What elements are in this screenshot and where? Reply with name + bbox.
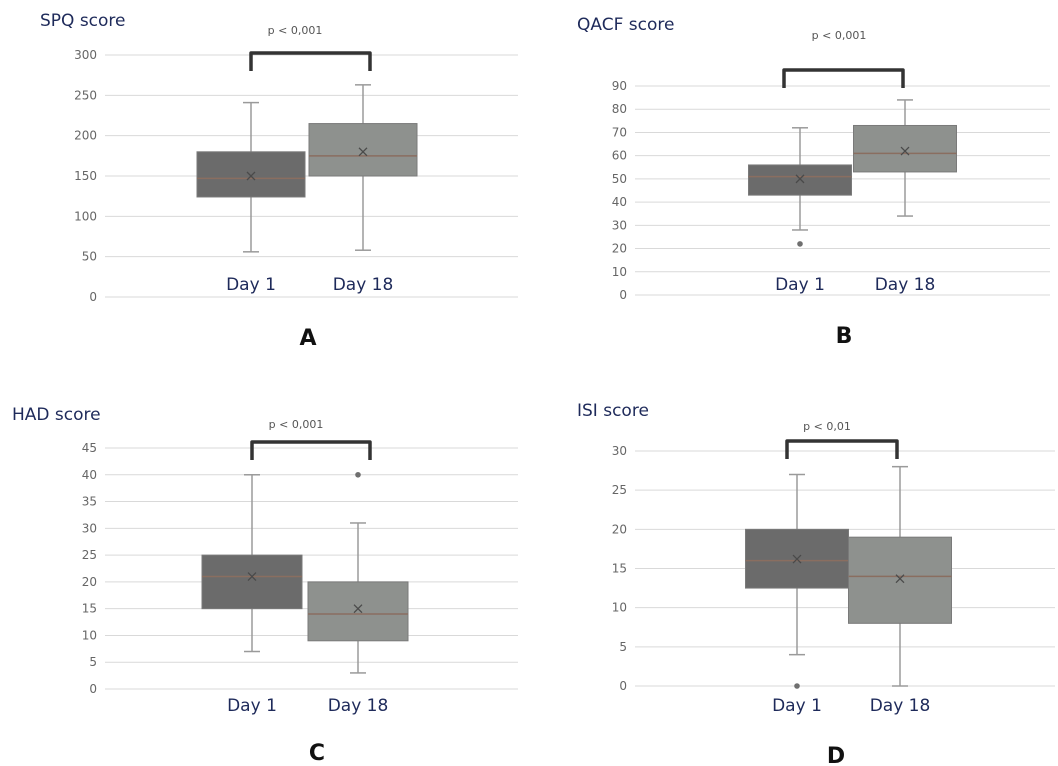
significance-bracket: [782, 68, 905, 88]
y-axis-title: SPQ score: [40, 11, 126, 31]
y-tick-label: 10: [82, 628, 97, 642]
y-axis-title: HAD score: [12, 405, 101, 425]
y-tick-label: 100: [74, 209, 97, 223]
box-day18: [848, 465, 952, 687]
x-category-label: Day 18: [875, 275, 936, 295]
box-day1: [748, 127, 852, 247]
y-tick-label: 0: [619, 679, 627, 693]
y-tick-label: 60: [612, 149, 627, 163]
panel-b: QACF score 0 10 20 30 40 50 60 70 80 90 Day 1 Day 18…: [577, 15, 1050, 349]
x-category-label: Day 1: [775, 275, 825, 295]
box-day1: [201, 474, 303, 653]
outlier-point: [797, 241, 803, 247]
mean-marker: [792, 554, 802, 564]
iqr-box: [853, 124, 957, 173]
y-tick-label: 20: [612, 522, 627, 536]
y-tick-label: 300: [74, 48, 97, 62]
outlier-point: [355, 471, 361, 478]
significance-bracket: [250, 440, 372, 460]
y-tick-label: 0: [619, 288, 627, 302]
y-tick-label: 40: [82, 468, 97, 482]
y-tick-label: 250: [74, 88, 97, 102]
y-tick-label: 10: [612, 265, 627, 279]
x-category-label: Day 1: [772, 696, 822, 716]
y-tick-label: 15: [612, 562, 627, 576]
y-tick-label: 5: [619, 640, 627, 654]
y-tick-label: 45: [82, 441, 97, 455]
box-day18: [853, 99, 957, 217]
panel-letter: A: [299, 326, 316, 351]
x-category-label: Day 1: [226, 275, 276, 295]
y-tick-label: 90: [612, 79, 627, 93]
x-category-label: Day 1: [227, 696, 277, 716]
mean-marker: [246, 171, 256, 181]
y-tick-label: 70: [612, 125, 627, 139]
mean-marker: [900, 146, 910, 156]
panel-d: ISI score 0 5 10 15 20 25 30 Day 1 Day 18 p < 0,01…: [577, 401, 1055, 766]
iqr-box: [201, 554, 303, 610]
panel-letter: C: [309, 741, 325, 766]
y-tick-label: 35: [82, 495, 97, 509]
outlier-point: [794, 683, 800, 689]
y-tick-label: 20: [82, 575, 97, 589]
y-tick-label: 50: [82, 250, 97, 264]
p-value-label: p < 0,001: [268, 24, 323, 37]
y-tick-label: 150: [74, 169, 97, 183]
mean-marker: [358, 147, 368, 157]
iqr-box: [748, 164, 852, 196]
y-tick-label: 0: [89, 290, 97, 304]
x-category-label: Day 18: [870, 696, 931, 716]
box-day18: [307, 471, 409, 674]
mean-marker: [353, 604, 363, 614]
mean-marker: [247, 572, 257, 581]
panel-letter: D: [827, 744, 845, 766]
y-tick-label: 20: [612, 242, 627, 256]
y-tick-label: 5: [89, 655, 97, 669]
p-value-label: p < 0,01: [803, 420, 851, 433]
y-axis-title: ISI score: [577, 401, 649, 421]
iqr-box: [307, 581, 409, 642]
box-day18: [308, 84, 418, 251]
mean-marker: [895, 574, 905, 584]
y-axis-title: QACF score: [577, 15, 674, 35]
y-tick-label: 30: [612, 218, 627, 232]
panel-c: HAD score 0 5 10 15 20 25 30 35 40 45 Day 1 Day 18 p …: [12, 405, 518, 766]
iqr-box: [308, 123, 418, 177]
y-tick-label: 15: [82, 602, 97, 616]
y-tick-label: 30: [612, 444, 627, 458]
mean-marker: [795, 174, 805, 184]
y-tick-label: 10: [612, 601, 627, 615]
panel-a: SPQ score 0 50 100 150 200 250 300 Day 1 Day 18 p …: [40, 11, 518, 351]
y-tick-label: 200: [74, 129, 97, 143]
y-tick-label: 25: [612, 483, 627, 497]
iqr-box: [848, 536, 952, 624]
box-day1: [196, 101, 306, 253]
y-tick-label: 50: [612, 172, 627, 186]
p-value-label: p < 0,001: [812, 29, 867, 42]
panel-letter: B: [836, 324, 853, 349]
y-tick-label: 30: [82, 521, 97, 535]
y-tick-label: 40: [612, 195, 627, 209]
y-tick-label: 25: [82, 548, 97, 562]
iqr-box: [196, 151, 306, 198]
significance-bracket: [249, 51, 372, 71]
box-day1: [745, 473, 849, 689]
significance-bracket: [785, 439, 899, 459]
p-value-label: p < 0,001: [269, 418, 324, 431]
x-category-label: Day 18: [333, 275, 394, 295]
x-category-label: Day 18: [328, 696, 389, 716]
y-tick-label: 80: [612, 102, 627, 116]
y-tick-label: 0: [89, 682, 97, 696]
